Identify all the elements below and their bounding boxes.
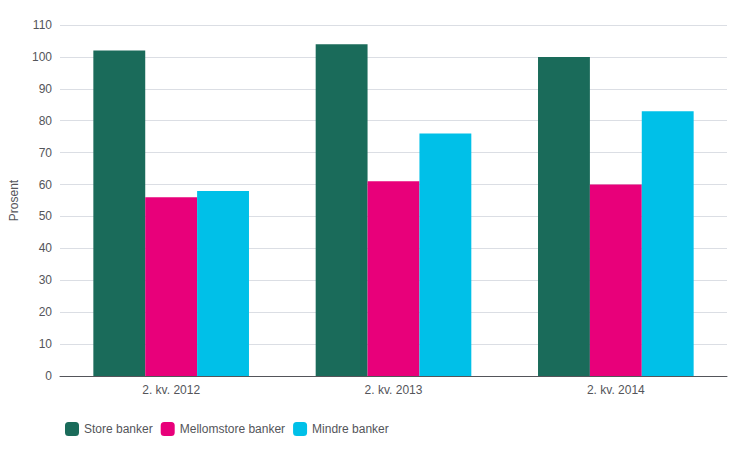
svg-text:0: 0 — [45, 369, 52, 383]
svg-text:Mindre banker: Mindre banker — [312, 422, 389, 436]
svg-text:90: 90 — [39, 82, 53, 96]
svg-text:20: 20 — [39, 305, 53, 319]
svg-text:60: 60 — [39, 178, 53, 192]
svg-text:2. kv. 2014: 2. kv. 2014 — [587, 383, 645, 397]
svg-text:30: 30 — [39, 273, 53, 287]
svg-text:80: 80 — [39, 114, 53, 128]
svg-text:110: 110 — [33, 18, 52, 32]
svg-text:40: 40 — [39, 241, 53, 255]
svg-text:70: 70 — [39, 146, 53, 160]
svg-text:100: 100 — [32, 50, 52, 64]
svg-text:10: 10 — [39, 337, 53, 351]
svg-text:Mellomstore banker: Mellomstore banker — [180, 422, 285, 436]
svg-text:2. kv. 2012: 2. kv. 2012 — [142, 383, 200, 397]
svg-text:2. kv. 2013: 2. kv. 2013 — [365, 383, 423, 397]
svg-text:Store banker: Store banker — [84, 422, 153, 436]
svg-text:Prosent: Prosent — [7, 179, 21, 221]
svg-text:50: 50 — [39, 209, 53, 223]
